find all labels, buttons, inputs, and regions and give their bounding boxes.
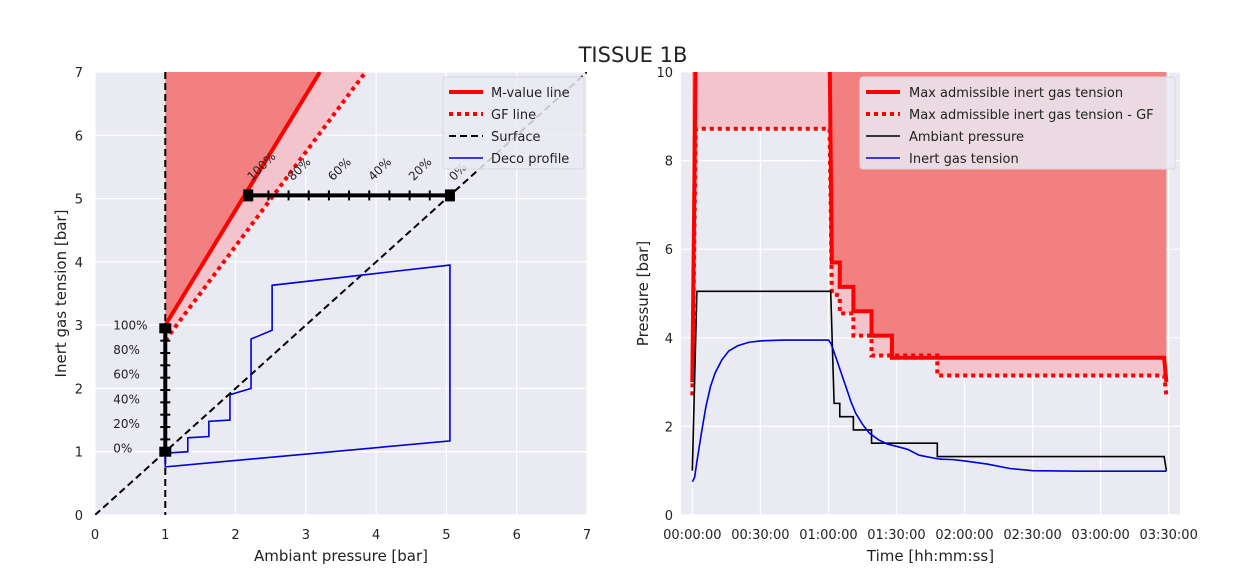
left-y-tick-label: 2 xyxy=(75,382,83,397)
right-y-tick-label: 10 xyxy=(656,66,673,81)
vertical-gf-label: 80% xyxy=(113,343,140,357)
left-y-tick-label: 6 xyxy=(75,129,83,144)
horizontal-gf-end-marker xyxy=(444,189,455,202)
left-x-axis-label: Ambiant pressure [bar] xyxy=(254,547,428,565)
left-legend-label: GF line xyxy=(491,108,536,123)
left-y-axis-label: Inert gas tension [bar] xyxy=(52,210,70,378)
left-x-tick-label: 6 xyxy=(513,528,521,543)
right-x-tick-label: 00:30:00 xyxy=(731,528,789,543)
right-y-tick-label: 6 xyxy=(665,243,673,258)
left-x-tick-label: 5 xyxy=(442,528,450,543)
left-y-tick-label: 0 xyxy=(75,509,83,524)
right-chart: 00:00:00 00:30:00 01:00:00 01:30:00 02:00:00… xyxy=(634,66,1198,565)
vertical-gf-label: 100% xyxy=(113,318,147,332)
left-y-tick-label: 4 xyxy=(75,256,83,271)
right-x-tick-label: 01:30:00 xyxy=(867,528,925,543)
right-x-axis-label: Time [hh:mm:ss] xyxy=(866,547,994,565)
right-y-axis-label: Pressure [bar] xyxy=(634,241,652,346)
vertical-gf-label: 0% xyxy=(113,442,132,456)
left-x-tick-label: 0 xyxy=(91,528,99,543)
vertical-gf-end-marker xyxy=(159,323,172,334)
right-x-tick-label: 03:00:00 xyxy=(1071,528,1129,543)
right-y-tick-label: 8 xyxy=(665,155,673,170)
inert-gas-tension-line xyxy=(691,339,1167,483)
m-value-line xyxy=(163,72,322,327)
deco-profile-line xyxy=(164,264,451,468)
right-legend: Max admissible inert gas tension Max admi… xyxy=(859,76,1176,170)
left-x-tick-label: 3 xyxy=(302,528,310,543)
vertical-gf-end-marker xyxy=(159,446,172,457)
right-legend-label: Max admissible inert gas tension - GF xyxy=(909,108,1154,123)
right-legend-box xyxy=(859,76,1176,170)
right-x-tick-label: 00:00:00 xyxy=(663,528,721,543)
vertical-gf-label: 60% xyxy=(113,368,140,382)
left-x-tick-label: 2 xyxy=(231,528,239,543)
left-legend-box xyxy=(442,76,585,170)
right-y-tick-label: 0 xyxy=(665,509,673,524)
vertical-gf-label: 40% xyxy=(113,392,140,406)
right-x-tick-label: 03:30:00 xyxy=(1139,528,1197,543)
left-legend-label: Surface xyxy=(491,130,541,145)
horizontal-gf-end-marker xyxy=(243,189,254,202)
right-legend-label: Inert gas tension xyxy=(909,152,1019,167)
right-y-tick-label: 2 xyxy=(665,420,673,435)
figure-title: TISSUE 1B xyxy=(578,43,688,67)
left-y-tick-label: 1 xyxy=(75,446,83,461)
left-x-tick-label: 1 xyxy=(161,528,169,543)
left-y-tick-label: 7 xyxy=(75,66,83,81)
right-y-tick-label: 4 xyxy=(665,332,673,347)
left-y-tick-label: 5 xyxy=(75,193,83,208)
left-legend-label: Deco profile xyxy=(491,152,569,167)
left-y-tick-label: 3 xyxy=(75,319,83,334)
right-x-tick-label: 01:00:00 xyxy=(799,528,857,543)
left-legend-label: M-value line xyxy=(491,86,570,101)
ambiant-pressure-line xyxy=(691,290,1168,471)
right-legend-label: Ambiant pressure xyxy=(909,130,1024,145)
right-legend-label: Max admissible inert gas tension xyxy=(909,86,1123,101)
right-x-tick-label: 02:30:00 xyxy=(1003,528,1061,543)
vertical-gf-label: 20% xyxy=(113,417,140,431)
left-legend: M-value line GF line Surface Deco profile xyxy=(442,76,585,170)
max-tension-line xyxy=(690,72,1169,383)
left-x-tick-label: 4 xyxy=(372,528,380,543)
right-x-tick-label: 02:00:00 xyxy=(935,528,993,543)
left-x-tick-label: 7 xyxy=(583,528,591,543)
gf-margin-region xyxy=(692,72,1167,396)
